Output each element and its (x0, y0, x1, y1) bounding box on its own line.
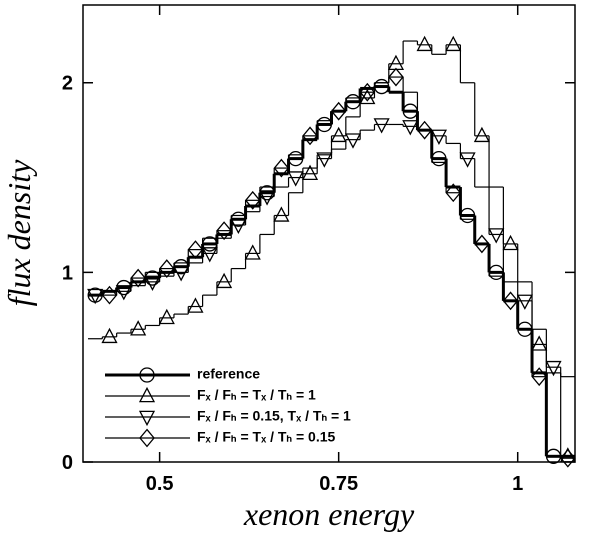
x-tick-label: 0.75 (319, 473, 358, 495)
y-axis-label: flux density (1, 159, 37, 306)
marker (287, 171, 304, 187)
marker (187, 240, 204, 260)
marker (330, 126, 347, 143)
x-axis-label: xenon energy (243, 496, 415, 532)
marker (430, 129, 448, 145)
legend-label: Fₓ / Fₕ = Tₓ / Tₕ = 0.15 (197, 429, 335, 445)
marker (230, 218, 247, 235)
marker (244, 244, 261, 260)
series (88, 67, 576, 468)
legend-label: Fₓ / Fₕ = Tₓ / Tₕ = 1 (197, 387, 316, 403)
marker (101, 285, 118, 305)
marker (473, 126, 490, 143)
legend-marker (139, 367, 155, 383)
legend-label: reference (197, 366, 260, 382)
x-tick-label: 1 (512, 473, 523, 495)
marker (144, 275, 161, 291)
marker (474, 234, 490, 254)
legend-marker (138, 410, 156, 427)
marker (559, 447, 576, 463)
marker (258, 190, 276, 206)
marker (502, 291, 519, 311)
marker (273, 158, 290, 178)
marker (158, 259, 175, 278)
marker (531, 367, 548, 387)
plot-frame (82, 4, 576, 463)
y-tick-label: 1 (62, 262, 73, 284)
marker (301, 164, 319, 181)
marker (173, 266, 190, 282)
series (88, 35, 576, 463)
marker (416, 120, 433, 140)
marker (531, 335, 548, 351)
marker (273, 206, 290, 222)
marker (101, 327, 118, 344)
marker (87, 288, 104, 305)
y-tick-label: 0 (62, 452, 73, 474)
series (87, 118, 575, 378)
marker (187, 297, 204, 313)
marker (416, 35, 433, 52)
marker (201, 247, 218, 263)
marker (445, 35, 462, 52)
marker (373, 118, 390, 134)
marker (344, 133, 362, 149)
marker (488, 228, 505, 244)
x-tick-label: 0.5 (146, 473, 174, 495)
marker (445, 183, 462, 203)
marker (244, 190, 261, 210)
marker (359, 82, 376, 102)
marker (387, 54, 405, 71)
y-tick-label: 2 (62, 73, 73, 95)
marker (302, 126, 318, 146)
marker (559, 448, 576, 468)
marker (115, 285, 132, 301)
marker (316, 152, 333, 168)
marker (388, 67, 404, 87)
marker (545, 360, 562, 377)
marker (216, 272, 233, 289)
marker (459, 152, 476, 168)
legend-label: Fₓ / Fₕ = 0.15, Tₓ / Tₕ = 1 (197, 408, 351, 424)
marker (402, 120, 419, 136)
marker (158, 308, 175, 325)
marker (516, 294, 533, 310)
marker (216, 221, 232, 241)
legend-marker (139, 428, 155, 448)
marker (502, 234, 519, 251)
marker (130, 320, 147, 336)
legend-marker (138, 386, 156, 403)
marker (330, 101, 347, 121)
marker (130, 268, 146, 288)
